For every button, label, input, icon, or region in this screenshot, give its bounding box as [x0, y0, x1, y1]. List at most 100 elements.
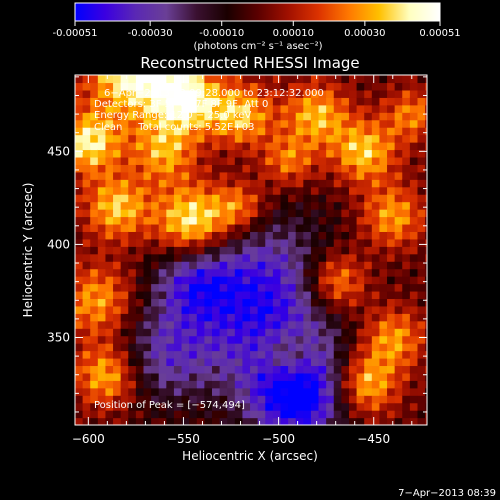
heatmap-cell: [151, 156, 160, 165]
heatmap-cell: [394, 372, 403, 381]
heatmap-cell: [219, 328, 228, 337]
heatmap-cell: [371, 313, 381, 322]
heatmap-cell: [348, 216, 358, 225]
heatmap-cell: [326, 395, 335, 404]
heatmap-cell: [120, 209, 129, 218]
heatmap-cell: [417, 305, 426, 314]
heatmap-cell: [120, 142, 129, 151]
heatmap-cell: [326, 246, 335, 255]
heatmap-cell: [135, 261, 145, 270]
heatmap-cell: [356, 305, 365, 314]
heatmap-cell: [348, 97, 358, 106]
heatmap-cell: [128, 283, 137, 292]
heatmap-cell: [135, 305, 145, 314]
heatmap-cell: [242, 305, 251, 314]
heatmap-cell: [303, 305, 312, 314]
heatmap-cell: [402, 127, 411, 136]
heatmap-cell: [234, 186, 244, 195]
heatmap-cell: [166, 238, 175, 247]
heatmap-cell: [166, 410, 175, 419]
heatmap-cell: [189, 350, 198, 359]
heatmap-cell: [143, 365, 152, 374]
heatmap-cell: [250, 171, 259, 180]
heatmap-cell: [402, 387, 411, 396]
heatmap-cell: [166, 402, 175, 411]
heatmap-cell: [310, 290, 320, 300]
heatmap-cell: [181, 223, 190, 232]
heatmap-cell: [364, 350, 373, 359]
heatmap-cell: [333, 231, 342, 240]
heatmap-cell: [409, 343, 419, 352]
heatmap-cell: [151, 231, 160, 240]
heatmap-cell: [356, 313, 365, 322]
heatmap-cell: [303, 127, 312, 136]
heatmap-cell: [371, 246, 381, 255]
heatmap-cell: [402, 372, 411, 381]
heatmap-cell: [250, 223, 259, 232]
heatmap-cell: [341, 410, 350, 419]
heatmap-cell: [318, 290, 327, 300]
heatmap-cell: [211, 75, 221, 84]
heatmap-cell: [333, 417, 342, 425]
heatmap-cell: [234, 357, 244, 367]
heatmap-cell: [242, 365, 251, 374]
heatmap-cell: [310, 216, 320, 225]
heatmap-cell: [379, 156, 388, 165]
heatmap-cell: [333, 127, 342, 136]
heatmap-cell: [90, 335, 99, 344]
heatmap-cell: [234, 156, 244, 165]
heatmap-cell: [204, 365, 213, 374]
heatmap-cell: [303, 82, 312, 91]
heatmap-cell: [120, 357, 129, 367]
heatmap-cell: [166, 261, 175, 270]
heatmap-cell: [135, 164, 145, 173]
heatmap-cell: [310, 261, 320, 270]
heatmap-cell: [181, 395, 190, 404]
heatmap-cell: [341, 298, 350, 307]
heatmap-cell: [387, 171, 396, 180]
heatmap-cell: [356, 142, 365, 151]
heatmap-cell: [97, 410, 107, 419]
heatmap-cell: [364, 343, 373, 352]
heatmap-cell: [280, 179, 289, 188]
heatmap-cell: [211, 268, 221, 277]
heatmap-cell: [151, 380, 160, 389]
heatmap-cell: [417, 216, 426, 225]
heatmap-cell: [242, 335, 251, 344]
heatmap-cell: [120, 216, 129, 225]
heatmap-cell: [394, 238, 403, 247]
heatmap-cell: [105, 171, 114, 180]
heatmap-cell: [341, 164, 350, 173]
heatmap-cell: [265, 380, 274, 389]
heatmap-cell: [295, 104, 304, 113]
heatmap-cell: [288, 156, 297, 165]
heatmap-cell: [333, 305, 342, 314]
heatmap-cell: [97, 112, 107, 121]
heatmap-cell: [394, 290, 403, 300]
heatmap-cell: [151, 194, 160, 203]
heatmap-cell: [242, 171, 251, 180]
heatmap-cell: [82, 82, 91, 91]
heatmap-cell: [234, 365, 244, 374]
heatmap-cell: [425, 402, 427, 411]
heatmap-cell: [371, 305, 381, 314]
heatmap-cell: [333, 283, 342, 292]
heatmap-cell: [295, 97, 304, 106]
heatmap-cell: [394, 201, 403, 210]
heatmap-cell: [75, 380, 84, 389]
heatmap-cell: [234, 328, 244, 337]
heatmap-cell: [143, 179, 152, 188]
heatmap-cell: [97, 417, 107, 425]
heatmap-cell: [417, 372, 426, 381]
heatmap-cell: [120, 305, 129, 314]
heatmap-cell: [288, 410, 297, 419]
heatmap-cell: [348, 410, 358, 419]
heatmap-cell: [379, 171, 388, 180]
heatmap-cell: [280, 104, 289, 113]
heatmap-cell: [143, 380, 152, 389]
heatmap-cell: [250, 313, 259, 322]
heatmap-cell: [250, 320, 259, 329]
heatmap-cell: [348, 149, 358, 158]
heatmap-cell: [105, 298, 114, 307]
heatmap-cell: [409, 97, 419, 106]
